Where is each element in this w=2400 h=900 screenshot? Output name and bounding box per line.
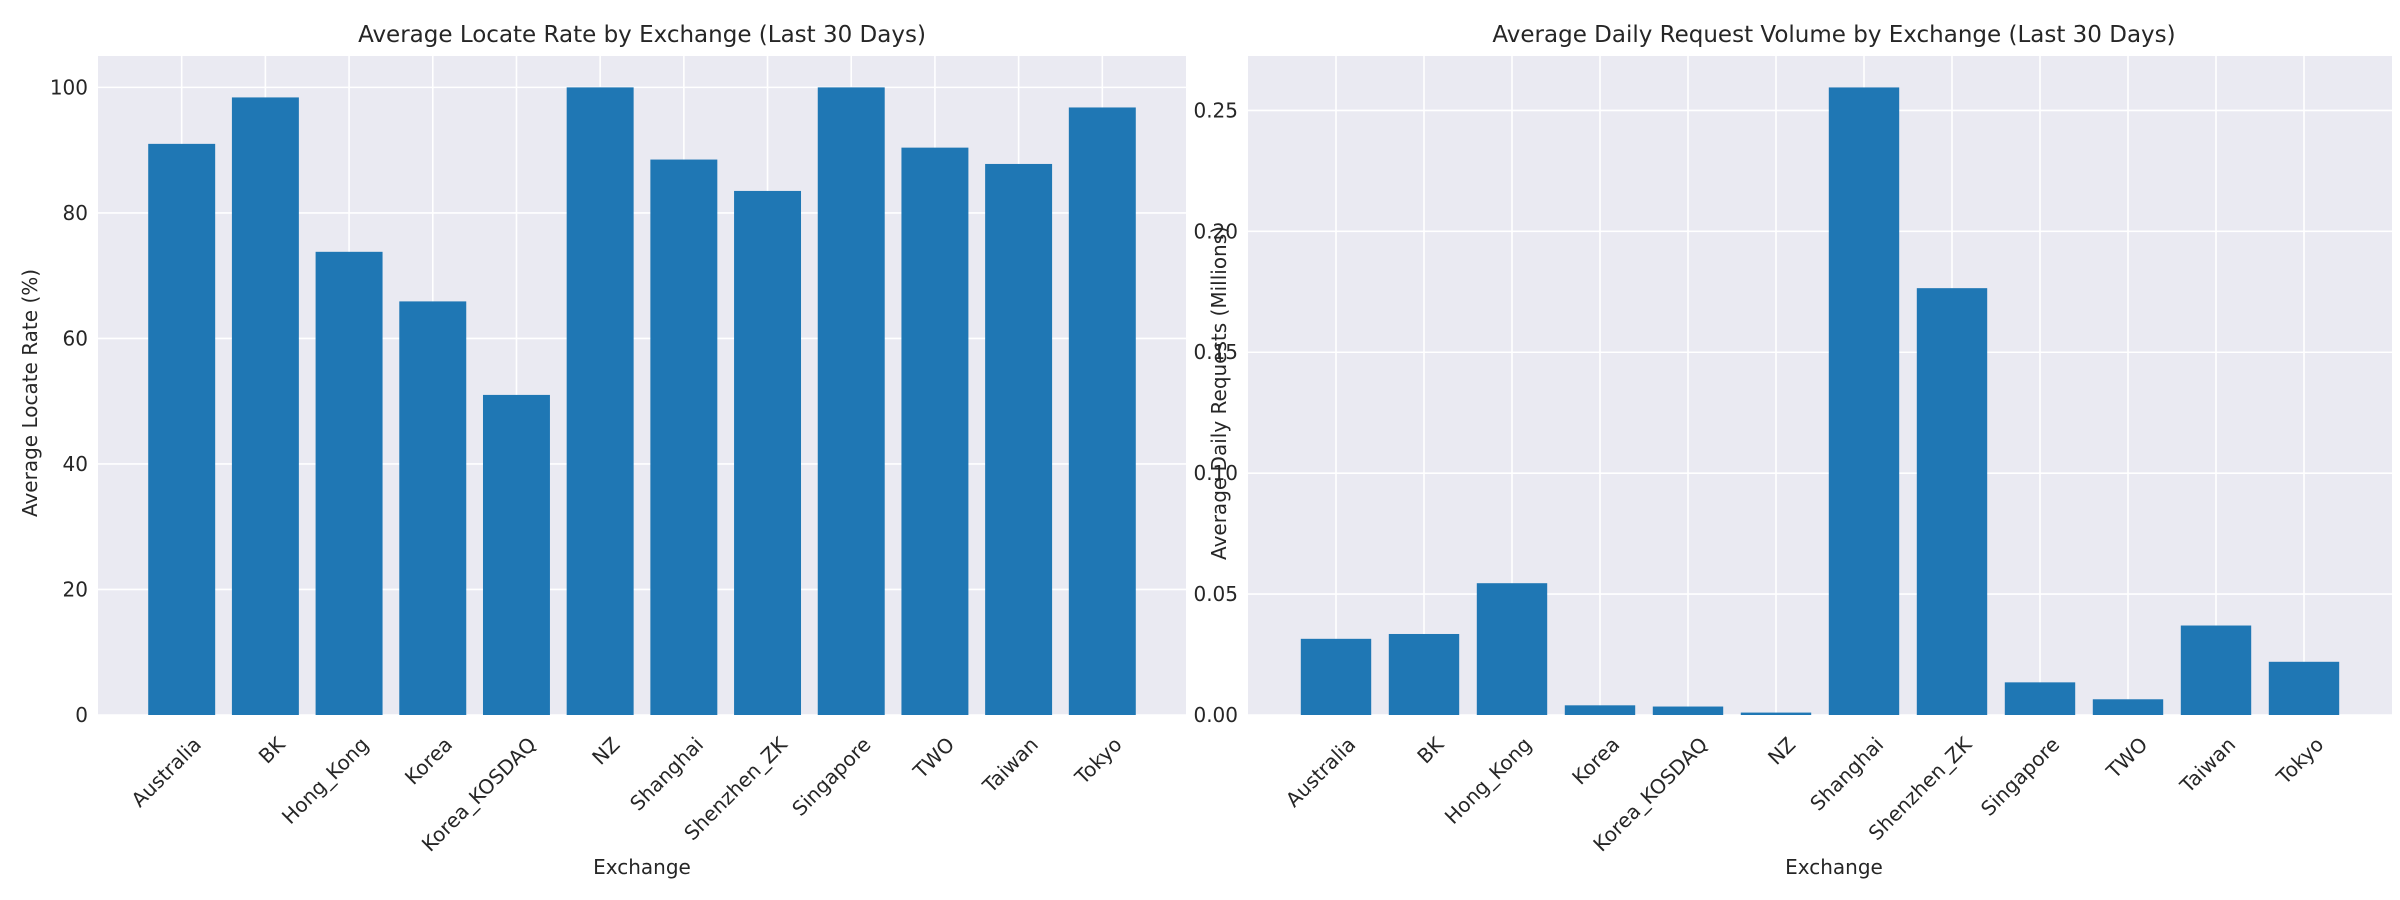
y-tick-label: 0.00 xyxy=(1193,703,1238,727)
x-tick-label: Korea xyxy=(400,732,457,789)
bar-nz xyxy=(566,87,634,715)
bar-shanghai xyxy=(1828,87,1900,715)
bar-hong_kong xyxy=(1476,583,1548,715)
x-tick-label: Shanghai xyxy=(625,732,708,815)
bar-bk xyxy=(231,97,299,716)
chart-title: Average Locate Rate by Exchange (Last 30… xyxy=(358,22,926,48)
x-tick-label: Singapore xyxy=(787,732,875,820)
bar-shenzhen_zk xyxy=(734,190,802,715)
x-tick-label: TWO xyxy=(2101,732,2152,783)
y-tick-label: 20 xyxy=(63,577,88,601)
x-tick-label: Australia xyxy=(1281,732,1361,812)
y-tick-label: 40 xyxy=(63,452,88,476)
locate-rate-chart: Average Locate Rate by Exchange (Last 30… xyxy=(18,22,1186,879)
bar-nz xyxy=(1740,712,1812,715)
x-tick-label: Singapore xyxy=(1976,732,2064,820)
y-axis-label: Average Daily Requests (Millions) xyxy=(1207,226,1231,560)
y-tick-label: 0.25 xyxy=(1193,98,1238,122)
y-tick-label: 0.20 xyxy=(1193,219,1238,243)
bar-tokyo xyxy=(1068,107,1136,715)
y-tick-label: 60 xyxy=(63,326,88,350)
chart-title: Average Daily Request Volume by Exchange… xyxy=(1492,22,2175,48)
bar-singapore xyxy=(2004,682,2076,715)
bar-shanghai xyxy=(650,159,718,716)
x-tick-label: NZ xyxy=(1763,732,1800,769)
x-tick-label: Taiwan xyxy=(2175,732,2241,798)
bar-tokyo xyxy=(2268,661,2340,715)
x-tick-label: Shanghai xyxy=(1805,732,1888,815)
bar-shenzhen_zk xyxy=(1916,288,1988,715)
x-axis-label: Exchange xyxy=(593,855,691,879)
bar-bk xyxy=(1388,633,1460,715)
bar-korea_kosdaq xyxy=(1652,706,1724,715)
bar-korea xyxy=(399,301,467,715)
y-tick-label: 80 xyxy=(63,201,88,225)
bar-hong_kong xyxy=(315,251,383,715)
bar-taiwan xyxy=(2180,625,2252,715)
bar-korea xyxy=(1564,705,1636,715)
bar-two xyxy=(2092,699,2164,715)
y-tick-label: 100 xyxy=(50,75,88,99)
bar-taiwan xyxy=(985,163,1053,716)
bar-korea_kosdaq xyxy=(482,394,550,715)
y-tick-label: 0 xyxy=(75,703,88,727)
x-tick-label: Taiwan xyxy=(977,732,1043,798)
y-tick-label: 0.15 xyxy=(1193,340,1238,364)
x-tick-label: Tokyo xyxy=(1069,732,1126,789)
plot-area xyxy=(1248,56,2392,715)
bar-australia xyxy=(1300,638,1372,715)
x-tick-label: Hong_Kong xyxy=(1440,732,1536,828)
x-tick-label: BK xyxy=(1412,732,1449,769)
request-volume-chart: Average Daily Request Volume by Exchange… xyxy=(1193,22,2392,879)
x-tick-label: Hong_Kong xyxy=(277,732,373,828)
y-axis-label: Average Locate Rate (%) xyxy=(18,269,42,517)
x-tick-label: NZ xyxy=(587,732,624,769)
x-tick-label: Korea xyxy=(1567,732,1624,789)
bar-australia xyxy=(148,143,216,715)
x-axis-label: Exchange xyxy=(1785,855,1883,879)
y-tick-label: 0.10 xyxy=(1193,461,1238,485)
bar-singapore xyxy=(817,87,885,715)
x-tick-label: Australia xyxy=(126,732,206,812)
bar-two xyxy=(901,147,969,715)
x-tick-label: TWO xyxy=(908,732,959,783)
y-tick-label: 0.05 xyxy=(1193,582,1238,606)
x-tick-label: Tokyo xyxy=(2271,732,2328,789)
x-tick-label: BK xyxy=(254,732,291,769)
